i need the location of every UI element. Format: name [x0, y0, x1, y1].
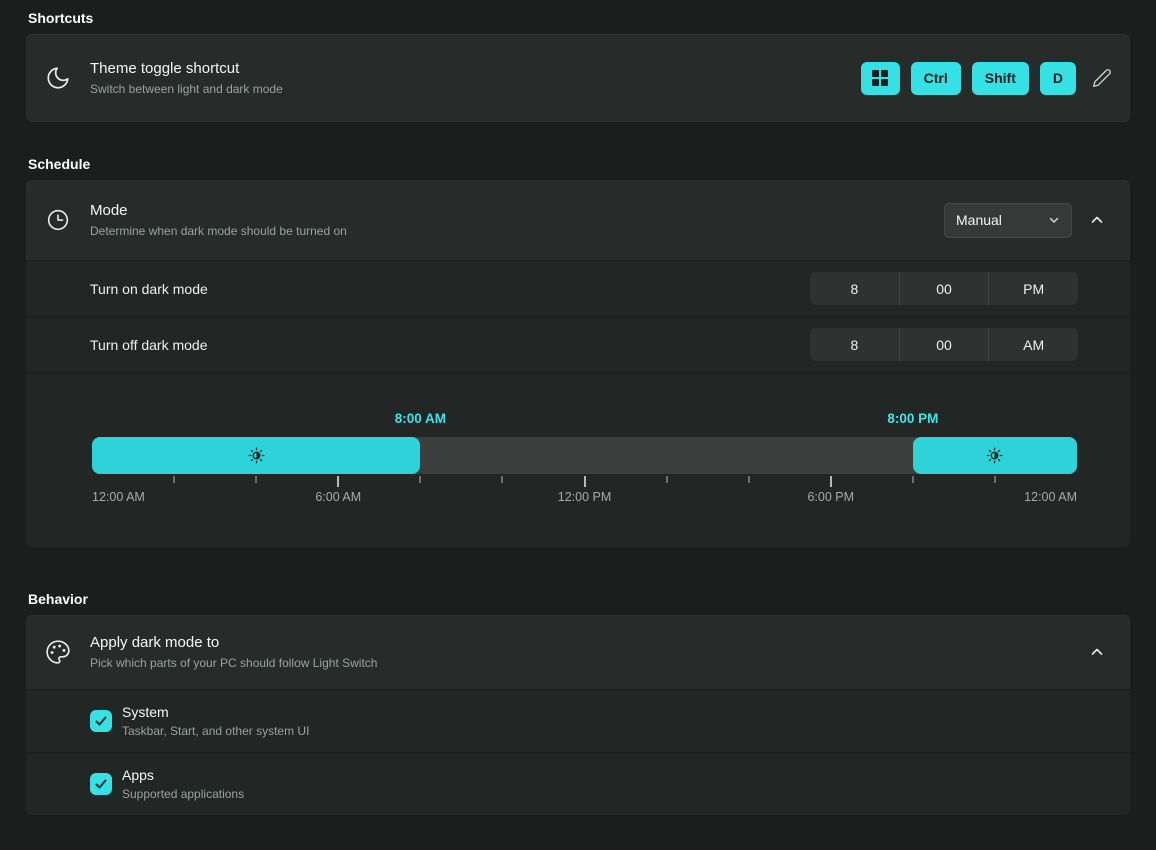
mode-collapse-button[interactable]: [1082, 212, 1112, 228]
checkmark-icon: [95, 779, 107, 789]
section-label-behavior: Behavior: [28, 591, 88, 607]
section-shortcuts: Shortcuts Theme toggle shortcut Switch b…: [26, 10, 1130, 122]
setting-subtitle: Switch between light and dark mode: [90, 81, 283, 96]
option-label: System: [122, 703, 169, 720]
settings-page: Shortcuts Theme toggle shortcut Switch b…: [26, 10, 1130, 815]
setting-subtitle: Pick which parts of your PC should follo…: [90, 655, 378, 670]
timeline-tick: [665, 476, 668, 483]
section-behavior: Behavior Apply dark mode to Pick which p…: [26, 591, 1130, 815]
timeline-track: [92, 437, 1077, 474]
section-label-schedule: Schedule: [28, 156, 91, 172]
apply-dark-mode-text: Apply dark mode to Pick which parts of y…: [90, 634, 377, 670]
timeline-dark-segment: [92, 437, 421, 474]
setting-title: Theme toggle shortcut: [90, 59, 240, 77]
theme-toggle-shortcut-card: Theme toggle shortcut Switch between lig…: [26, 34, 1130, 122]
option-description: Supported applications: [122, 787, 245, 802]
letter-key: D: [1039, 61, 1076, 95]
timeline-tick: [993, 476, 996, 483]
edit-shortcut-button[interactable]: [1092, 68, 1112, 88]
setting-subtitle: Determine when dark mode should be turne…: [90, 223, 347, 238]
clock-icon: [26, 207, 90, 233]
timeline-axis-label: 12:00 AM: [1024, 490, 1077, 504]
turn-off-dark-mode-row: Turn off dark mode 8 00 AM: [26, 317, 1130, 372]
mode-expander-header[interactable]: Mode Determine when dark mode should be …: [26, 180, 1130, 260]
windows-logo-icon: [872, 70, 889, 86]
timeline-marker-label: 8:00 PM: [887, 411, 939, 426]
palette-icon: [26, 639, 90, 665]
timeline-tick: [173, 476, 176, 483]
option-text: Apps Supported applications: [122, 767, 244, 802]
half-sun-icon: [987, 447, 1003, 464]
schedule-timeline-panel: 8:00 AM 8:00 PM: [26, 373, 1130, 547]
timeline-tick: [747, 476, 750, 483]
windows-logo-key: [860, 61, 900, 95]
chevron-down-icon: [1049, 217, 1059, 223]
option-label: Apps: [122, 766, 154, 783]
option-text: System Taskbar, Start, and other system …: [122, 704, 309, 739]
pencil-icon: [1093, 69, 1111, 88]
timeline-tick: [911, 476, 914, 483]
half-sun-icon: [248, 447, 265, 464]
timeline-axis-label: 6:00 PM: [807, 490, 855, 504]
turn-on-dark-mode-row: Turn on dark mode 8 00 PM: [26, 261, 1130, 316]
row-label: Turn off dark mode: [90, 336, 208, 353]
ctrl-key: Ctrl: [910, 61, 961, 95]
timeline-axis-label: 12:00 PM: [557, 490, 612, 504]
dark-off-time-picker: 8 00 AM: [810, 328, 1078, 361]
apply-dark-mode-card: Apply dark mode to Pick which parts of y…: [26, 615, 1130, 815]
apps-checkbox[interactable]: [90, 773, 112, 795]
row-label: Turn on dark mode: [90, 280, 208, 297]
system-checkbox[interactable]: [90, 710, 112, 732]
timeline-tick: [583, 476, 586, 487]
section-label-shortcuts: Shortcuts: [28, 10, 94, 26]
shift-key: Shift: [971, 61, 1029, 95]
period-cell[interactable]: AM: [988, 328, 1078, 361]
setting-title: Apply dark mode to: [90, 633, 220, 651]
minute-cell[interactable]: 00: [898, 272, 989, 305]
section-schedule: Schedule Mode Determine when dark mode s…: [26, 156, 1130, 547]
schedule-timeline: 8:00 AM 8:00 PM: [92, 373, 1077, 547]
checkmark-icon: [95, 716, 107, 726]
mode-dropdown-value: Manual: [956, 212, 1002, 228]
timeline-tick: [255, 476, 258, 483]
option-row-apps[interactable]: Apps Supported applications: [26, 753, 1130, 815]
shortcut-keys: Ctrl Shift D: [860, 61, 1076, 95]
dark-on-time-picker: 8 00 PM: [810, 272, 1078, 305]
timeline-axis: 12:00 AM 6:00 AM 12:00 PM 6:00 PM 12:00 …: [92, 490, 1077, 506]
option-row-system[interactable]: System Taskbar, Start, and other system …: [26, 690, 1130, 752]
moon-icon: [26, 65, 90, 91]
schedule-mode-card: Mode Determine when dark mode should be …: [26, 180, 1130, 547]
period-cell[interactable]: PM: [988, 272, 1078, 305]
theme-toggle-shortcut-row: Theme toggle shortcut Switch between lig…: [26, 34, 1130, 122]
option-description: Taskbar, Start, and other system UI: [122, 724, 310, 739]
theme-toggle-shortcut-text: Theme toggle shortcut Switch between lig…: [90, 60, 283, 96]
timeline-tick: [419, 476, 422, 483]
timeline-dark-segment: [912, 437, 1077, 474]
timeline-ticks: [92, 476, 1077, 490]
apply-dark-mode-expander-header[interactable]: Apply dark mode to Pick which parts of y…: [26, 615, 1130, 689]
chevron-up-icon: [1091, 648, 1103, 655]
timeline-axis-label: 6:00 AM: [315, 490, 362, 504]
mode-dropdown[interactable]: Manual: [944, 202, 1072, 238]
hour-cell[interactable]: 8: [850, 280, 859, 297]
minute-cell[interactable]: 00: [898, 328, 989, 361]
mode-text: Mode Determine when dark mode should be …: [90, 202, 347, 238]
timeline-tick: [829, 476, 832, 487]
hour-cell[interactable]: 8: [850, 336, 859, 353]
timeline-tick: [501, 476, 504, 483]
chevron-up-icon: [1091, 216, 1103, 223]
behavior-collapse-button[interactable]: [1082, 644, 1112, 660]
timeline-axis-label: 12:00 AM: [92, 490, 145, 504]
timeline-tick: [337, 476, 340, 487]
setting-title: Mode: [90, 201, 128, 219]
timeline-marker-label: 8:00 AM: [394, 411, 446, 426]
